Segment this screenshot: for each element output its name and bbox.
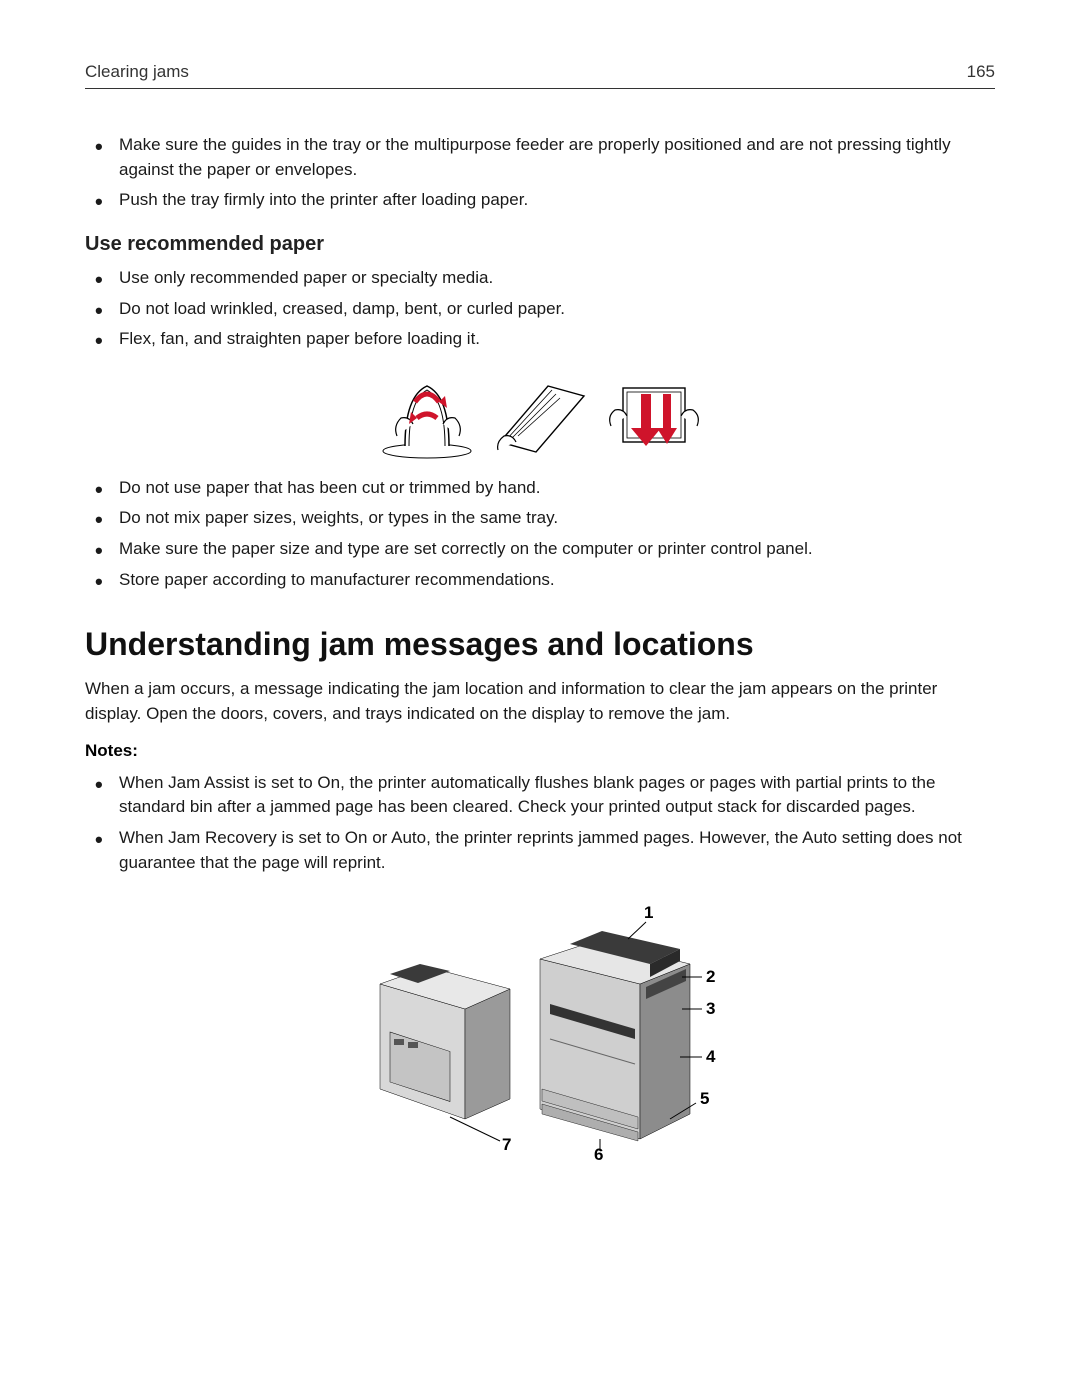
list-item: Do not mix paper sizes, weights, or type… (113, 506, 995, 531)
list-item: When Jam Recovery is set to On or Auto, … (113, 826, 995, 875)
callout-2: 2 (706, 967, 715, 987)
subheading-use-recommended-paper: Use recommended paper (85, 233, 995, 256)
list-item: Push the tray firmly into the printer af… (113, 188, 995, 213)
recommended-bullets-b: Do not use paper that has been cut or tr… (85, 476, 995, 593)
header-page-number: 165 (967, 62, 995, 82)
paper-handling-figure (85, 366, 995, 460)
callout-7: 7 (502, 1135, 511, 1155)
list-item: Use only recommended paper or specialty … (113, 266, 995, 291)
list-item: Make sure the guides in the tray or the … (113, 133, 995, 182)
straighten-paper-icon (601, 366, 706, 460)
section-heading: Understanding jam messages and locations (85, 626, 995, 663)
callout-6: 6 (594, 1145, 603, 1165)
fan-paper-icon (488, 366, 593, 460)
recommended-bullets-a: Use only recommended paper or specialty … (85, 266, 995, 352)
callout-3: 3 (706, 999, 715, 1019)
printer-jam-locations-figure: 1 2 3 4 5 6 7 (350, 889, 730, 1159)
list-item: Flex, fan, and straighten paper before l… (113, 327, 995, 352)
printer-diagram-icon (350, 889, 730, 1159)
list-item: Do not load wrinkled, creased, damp, ben… (113, 297, 995, 322)
callout-5: 5 (700, 1089, 709, 1109)
header-section: Clearing jams (85, 62, 189, 82)
list-item: Make sure the paper size and type are se… (113, 537, 995, 562)
intro-bullet-list: Make sure the guides in the tray or the … (85, 133, 995, 213)
list-item: Store paper according to manufacturer re… (113, 568, 995, 593)
callout-4: 4 (706, 1047, 715, 1067)
page: Clearing jams 165 Make sure the guides i… (0, 0, 1080, 1199)
section-intro-paragraph: When a jam occurs, a message indicating … (85, 677, 995, 726)
list-item: Do not use paper that has been cut or tr… (113, 476, 995, 501)
notes-list: When Jam Assist is set to On, the printe… (85, 771, 995, 876)
flex-paper-icon (375, 366, 480, 460)
page-header: Clearing jams 165 (85, 62, 995, 89)
list-item: When Jam Assist is set to On, the printe… (113, 771, 995, 820)
callout-1: 1 (644, 903, 653, 923)
notes-label: Notes: (85, 741, 995, 761)
